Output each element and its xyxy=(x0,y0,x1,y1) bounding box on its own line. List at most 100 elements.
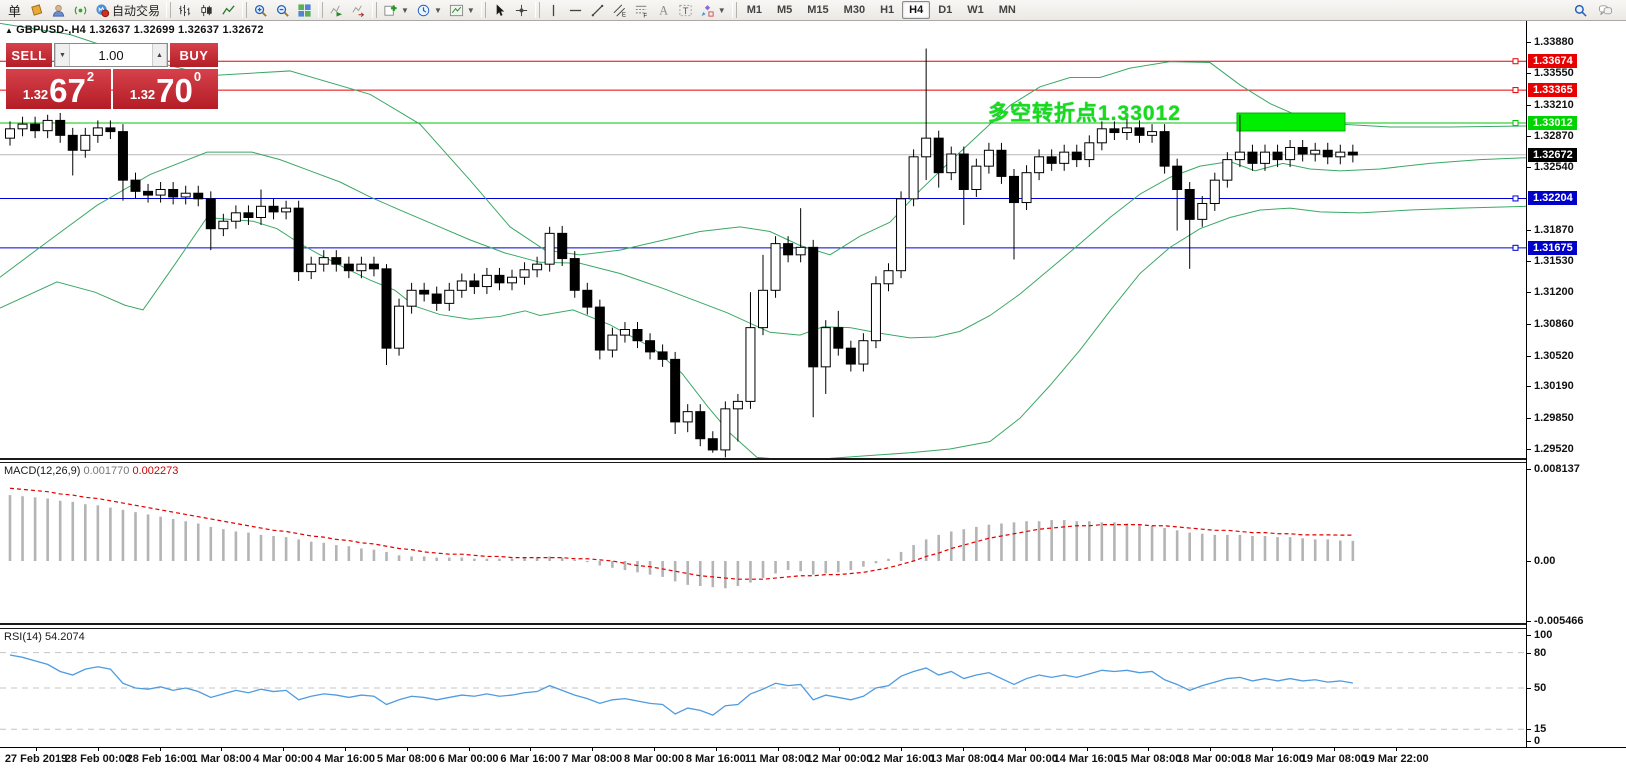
price-line-badge: 1.32204 xyxy=(1528,191,1577,206)
timeframe-h4-button[interactable]: H4 xyxy=(902,1,931,19)
market-watch-icon[interactable] xyxy=(26,1,47,20)
text-icon[interactable]: A xyxy=(653,1,674,20)
new-order-button[interactable]: 单 xyxy=(7,3,21,19)
trendline-icon xyxy=(591,4,604,16)
signals-icon[interactable] xyxy=(70,1,91,20)
crosshair-icon xyxy=(515,4,527,16)
time-label: 4 Mar 00:00 xyxy=(253,753,314,765)
volume-value[interactable]: 1.00 xyxy=(98,47,124,63)
time-label: 6 Mar 16:00 xyxy=(500,753,561,765)
horizontal-line-icon[interactable] xyxy=(565,1,586,20)
volume-stepper: ▼ 1.00 ▲ xyxy=(54,43,168,67)
timeframe-m5-button[interactable]: M5 xyxy=(776,4,793,16)
periods-icon[interactable]: ▼ xyxy=(413,1,445,20)
auto-scroll-icon xyxy=(330,5,343,17)
volume-decrease-button[interactable]: ▼ xyxy=(55,44,70,66)
time-tick xyxy=(963,748,964,751)
template-icon[interactable]: ▼ xyxy=(446,1,478,20)
sell-button[interactable]: SELL xyxy=(6,43,52,67)
time-tick xyxy=(1272,748,1273,751)
timeframe-m30-button[interactable]: M30 xyxy=(843,4,866,16)
crosshair-icon[interactable] xyxy=(511,1,532,20)
time-label: 6 Mar 00:00 xyxy=(438,753,499,765)
time-label: 28 Feb 16:00 xyxy=(126,753,193,765)
axis-tick xyxy=(1527,104,1531,106)
buy-button[interactable]: BUY xyxy=(170,43,218,67)
rsi-panel[interactable]: RSI(14) 54.2074 xyxy=(0,629,1526,747)
zoom-in-icon[interactable] xyxy=(250,1,271,20)
time-label: 14 Mar 16:00 xyxy=(1053,753,1120,765)
tile-windows-icon[interactable] xyxy=(294,1,315,20)
time-label: 18 Mar 16:00 xyxy=(1238,753,1306,765)
chart-shift-icon[interactable] xyxy=(348,1,369,20)
axis-tick-label: 0.00 xyxy=(1534,555,1556,567)
chat-icon[interactable] xyxy=(1595,1,1616,20)
toolbar-separator xyxy=(372,2,378,18)
svg-text:F: F xyxy=(643,12,647,17)
bar-chart-icon[interactable] xyxy=(174,1,195,20)
autotrading-button[interactable]: 自动交易 xyxy=(92,1,163,20)
axis-tick xyxy=(1527,469,1531,470)
timeframe-m1-button[interactable]: M1 xyxy=(746,4,762,16)
panel-separator[interactable] xyxy=(0,623,1626,629)
time-label: 13 Mar 08:00 xyxy=(929,753,997,765)
time-label: 18 Mar 00:00 xyxy=(1177,753,1244,765)
vertical-line-icon[interactable] xyxy=(543,1,564,20)
search-icon[interactable] xyxy=(1570,1,1591,20)
time-tick xyxy=(901,748,903,751)
chart-window[interactable]: ▲ GBPUSD-,H4 1.32637 1.32699 1.32637 1.32… xyxy=(0,21,1626,773)
axis-tick xyxy=(1527,448,1531,450)
axis-tick xyxy=(1527,741,1531,742)
zoom-out-icon[interactable] xyxy=(272,1,293,20)
candlestick-chart[interactable] xyxy=(0,21,1526,458)
fibonacci-icon[interactable]: F xyxy=(631,1,652,20)
profile-icon[interactable] xyxy=(48,1,69,20)
text-icon: A xyxy=(659,3,668,17)
axis-tick-label: 1.32870 xyxy=(1534,130,1574,143)
time-label: 19 Mar 08:00 xyxy=(1300,753,1367,765)
time-label: 14 Mar 00:00 xyxy=(991,753,1058,765)
macd-panel[interactable]: MACD(12,26,9) 0.001770 0.002273 xyxy=(0,463,1526,623)
axis-tick xyxy=(1527,729,1531,731)
channel-icon[interactable]: E xyxy=(609,1,630,20)
new-chart-icon[interactable]: ▼ xyxy=(380,1,412,20)
axis-tick-label: 1.29850 xyxy=(1534,412,1574,425)
svg-text:T: T xyxy=(682,5,688,15)
time-tick xyxy=(468,748,470,751)
timeframe-h1-button[interactable]: H1 xyxy=(880,4,895,16)
axis-tick-label: 1.29520 xyxy=(1534,442,1574,455)
shapes-icon[interactable]: ▼ xyxy=(697,1,729,20)
volume-increase-button[interactable]: ▲ xyxy=(152,44,167,66)
collapse-arrow-icon[interactable]: ▲ xyxy=(5,26,14,35)
trendline-icon[interactable] xyxy=(587,1,608,20)
timeframe-w1-button[interactable]: W1 xyxy=(967,4,984,16)
rsi-chart xyxy=(0,652,1526,730)
signals-icon xyxy=(74,5,87,15)
sell-price-button[interactable]: 1.32 67 2 xyxy=(6,69,111,109)
timeframe-mn-button[interactable]: MN xyxy=(998,4,1016,16)
line-chart-icon[interactable] xyxy=(218,1,239,20)
axis-tick-label: 1.33880 xyxy=(1534,36,1574,48)
new-chart-icon xyxy=(384,4,397,16)
text-label-icon[interactable]: T xyxy=(675,1,696,20)
autotrading-button xyxy=(96,3,110,17)
price-axis[interactable] xyxy=(1526,21,1626,747)
auto-scroll-icon[interactable] xyxy=(326,1,347,20)
timeframe-m15-button[interactable]: M15 xyxy=(807,4,829,16)
time-axis[interactable]: 27 Feb 2019 28 Feb 00:00 28 Feb 16:00 1 Mar… xyxy=(0,747,1626,773)
axis-tick xyxy=(1527,42,1531,43)
time-label: 8 Mar 00:00 xyxy=(624,753,684,765)
time-tick xyxy=(221,748,223,751)
axis-tick xyxy=(1527,652,1531,654)
timeframe-d1-button[interactable]: D1 xyxy=(938,4,953,16)
candlestick-chart-icon[interactable] xyxy=(196,1,217,20)
panel-separator[interactable] xyxy=(0,458,1626,463)
cursor-icon[interactable] xyxy=(489,1,510,20)
main-chart-panel[interactable]: ▲ GBPUSD-,H4 1.32637 1.32699 1.32637 1.32… xyxy=(0,21,1526,458)
candlestick-chart-icon xyxy=(201,4,212,16)
chart-ohlc-readout: ▲ GBPUSD-,H4 1.32637 1.32699 1.32637 1.32… xyxy=(5,24,264,36)
axis-tick-label: 80 xyxy=(1534,646,1547,659)
time-label: 8 Mar 16:00 xyxy=(685,753,746,765)
time-tick xyxy=(1024,748,1026,751)
buy-price-button[interactable]: 1.32 70 0 xyxy=(113,69,218,109)
